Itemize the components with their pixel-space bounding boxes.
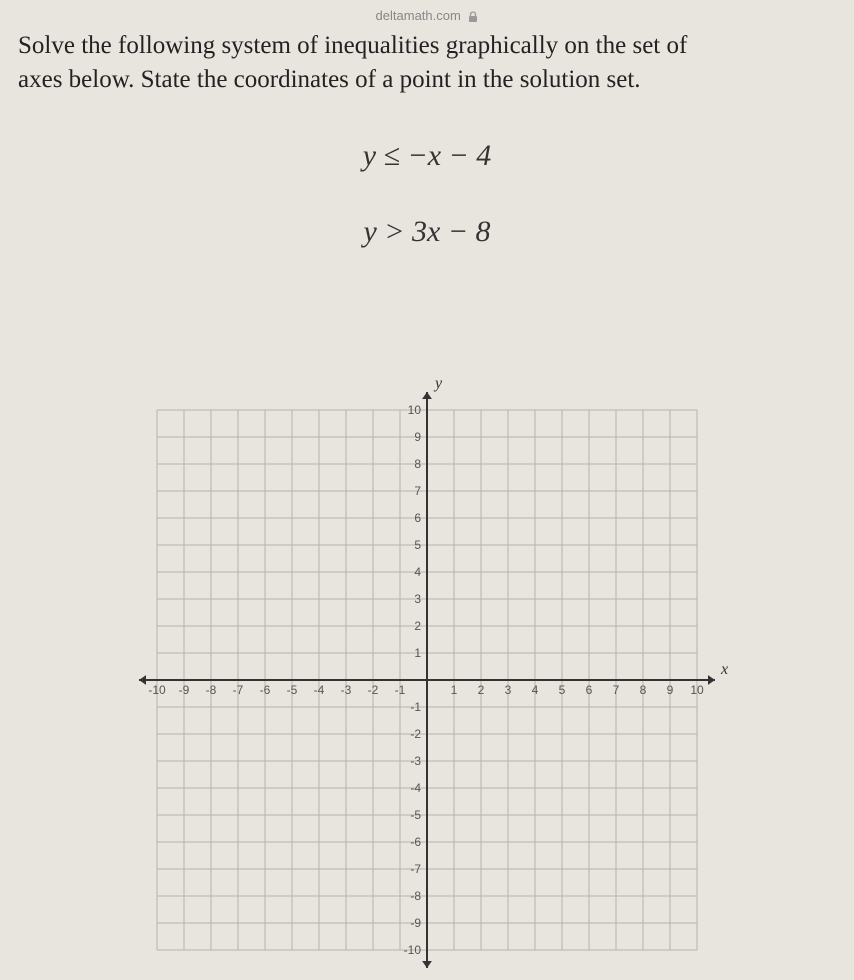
svg-text:7: 7	[414, 484, 421, 498]
svg-text:9: 9	[667, 683, 674, 697]
svg-text:1: 1	[414, 646, 421, 660]
svg-text:2: 2	[478, 683, 485, 697]
svg-text:-8: -8	[206, 683, 217, 697]
svg-text:-3: -3	[341, 683, 352, 697]
url-bar: deltamath.com	[0, 0, 854, 23]
equations-block: y ≤ −x − 4 y > 3x − 8	[0, 139, 854, 249]
svg-text:4: 4	[532, 683, 539, 697]
svg-text:4: 4	[414, 565, 421, 579]
svg-text:5: 5	[559, 683, 566, 697]
svg-text:5: 5	[414, 538, 421, 552]
svg-text:-1: -1	[395, 683, 406, 697]
svg-text:-6: -6	[410, 835, 421, 849]
svg-text:6: 6	[414, 511, 421, 525]
inequality-1: y ≤ −x − 4	[0, 139, 854, 173]
svg-text:3: 3	[505, 683, 512, 697]
svg-text:-9: -9	[179, 683, 190, 697]
svg-text:2: 2	[414, 619, 421, 633]
svg-text:-2: -2	[368, 683, 379, 697]
instruction-line-2: axes below. State the coordinates of a p…	[18, 63, 836, 97]
svg-text:-5: -5	[410, 808, 421, 822]
svg-text:-9: -9	[410, 916, 421, 930]
coordinate-grid: -10 -9 -8 -7 -6 -5 -4 -3 -2 -1 1 2 3 4 5 6 7 8 9 10 -10 -9 -8 -…	[107, 380, 747, 980]
svg-text:-7: -7	[410, 862, 421, 876]
svg-text:-10: -10	[148, 683, 166, 697]
svg-text:7: 7	[613, 683, 620, 697]
svg-text:9: 9	[414, 430, 421, 444]
svg-text:-2: -2	[410, 727, 421, 741]
svg-text:y: y	[433, 380, 443, 392]
svg-text:10: 10	[408, 403, 422, 417]
svg-text:-5: -5	[287, 683, 298, 697]
svg-text:-4: -4	[314, 683, 325, 697]
svg-text:3: 3	[414, 592, 421, 606]
svg-text:-10: -10	[404, 943, 422, 957]
problem-instructions: Solve the following system of inequaliti…	[0, 23, 854, 101]
svg-text:-4: -4	[410, 781, 421, 795]
svg-text:10: 10	[690, 683, 704, 697]
inequality-2: y > 3x − 8	[0, 215, 854, 249]
svg-text:-8: -8	[410, 889, 421, 903]
svg-text:1: 1	[451, 683, 458, 697]
svg-text:6: 6	[586, 683, 593, 697]
svg-text:-7: -7	[233, 683, 244, 697]
svg-text:x: x	[720, 661, 728, 678]
lock-icon	[468, 11, 478, 23]
svg-text:8: 8	[640, 683, 647, 697]
svg-text:-6: -6	[260, 683, 271, 697]
url-text: deltamath.com	[376, 8, 461, 23]
svg-text:8: 8	[414, 457, 421, 471]
svg-text:-3: -3	[410, 754, 421, 768]
svg-text:-1: -1	[410, 700, 421, 714]
instruction-line-1: Solve the following system of inequaliti…	[18, 29, 836, 63]
